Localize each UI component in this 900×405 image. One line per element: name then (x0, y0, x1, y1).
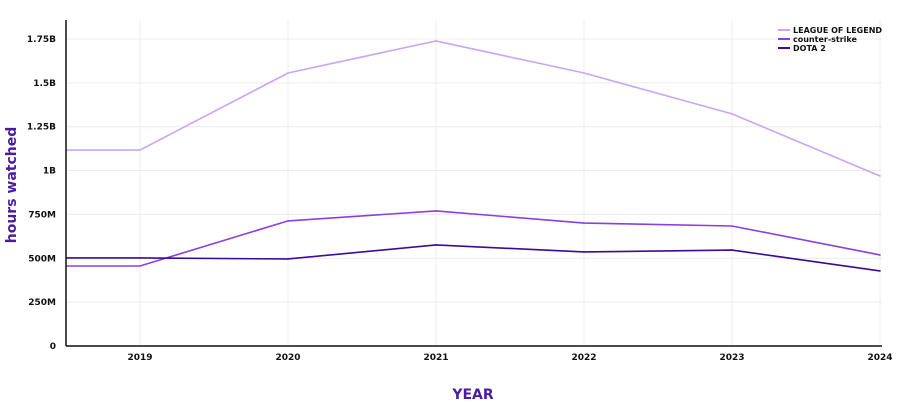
data-point (731, 225, 733, 227)
x-tick-label: 2021 (423, 353, 448, 363)
data-point (583, 72, 585, 74)
y-tick-label: 250M (28, 298, 56, 308)
series-lines (66, 40, 881, 272)
y-axis-label: hours watched (4, 127, 20, 244)
y-tick-label: 1.75B (27, 35, 56, 45)
data-point (435, 40, 437, 42)
data-point (583, 222, 585, 224)
y-tick-label: 1.5B (33, 79, 56, 89)
data-point (287, 258, 289, 260)
data-point (879, 175, 881, 177)
data-point (139, 149, 141, 151)
x-axis-label: YEAR (451, 387, 494, 403)
data-point (139, 257, 141, 259)
data-point (139, 265, 141, 267)
y-tick-labels: 0 250M 500M 750M 1B 1.25B 1.5B 1.75B (27, 35, 56, 352)
data-point (287, 220, 289, 222)
legend-label: DOTA 2 (793, 44, 826, 53)
y-tick-label: 750M (28, 210, 56, 220)
legend-label: counter-strike (793, 35, 858, 44)
x-tick-labels: 2019 2020 2021 2022 2023 2024 (127, 353, 892, 363)
x-tick-label: 2023 (719, 353, 744, 363)
data-point (879, 270, 881, 272)
x-tick-label: 2020 (275, 353, 300, 363)
legend-label: LEAGUE OF LEGEND (793, 26, 882, 35)
data-point (287, 72, 289, 74)
x-tick-label: 2024 (867, 353, 892, 363)
series-line-0 (66, 40, 881, 177)
data-point (731, 113, 733, 115)
x-tick-label: 2022 (571, 353, 596, 363)
x-tick-label: 2019 (127, 353, 152, 363)
y-tick-label: 500M (28, 254, 56, 264)
y-tick-label: 0 (50, 342, 56, 352)
data-point (731, 249, 733, 251)
data-point (435, 244, 437, 246)
data-point (583, 251, 585, 253)
data-point (879, 254, 881, 256)
y-tick-label: 1B (43, 167, 56, 177)
y-tick-label: 1.25B (27, 123, 56, 133)
grid (66, 20, 882, 346)
data-point (435, 210, 437, 212)
